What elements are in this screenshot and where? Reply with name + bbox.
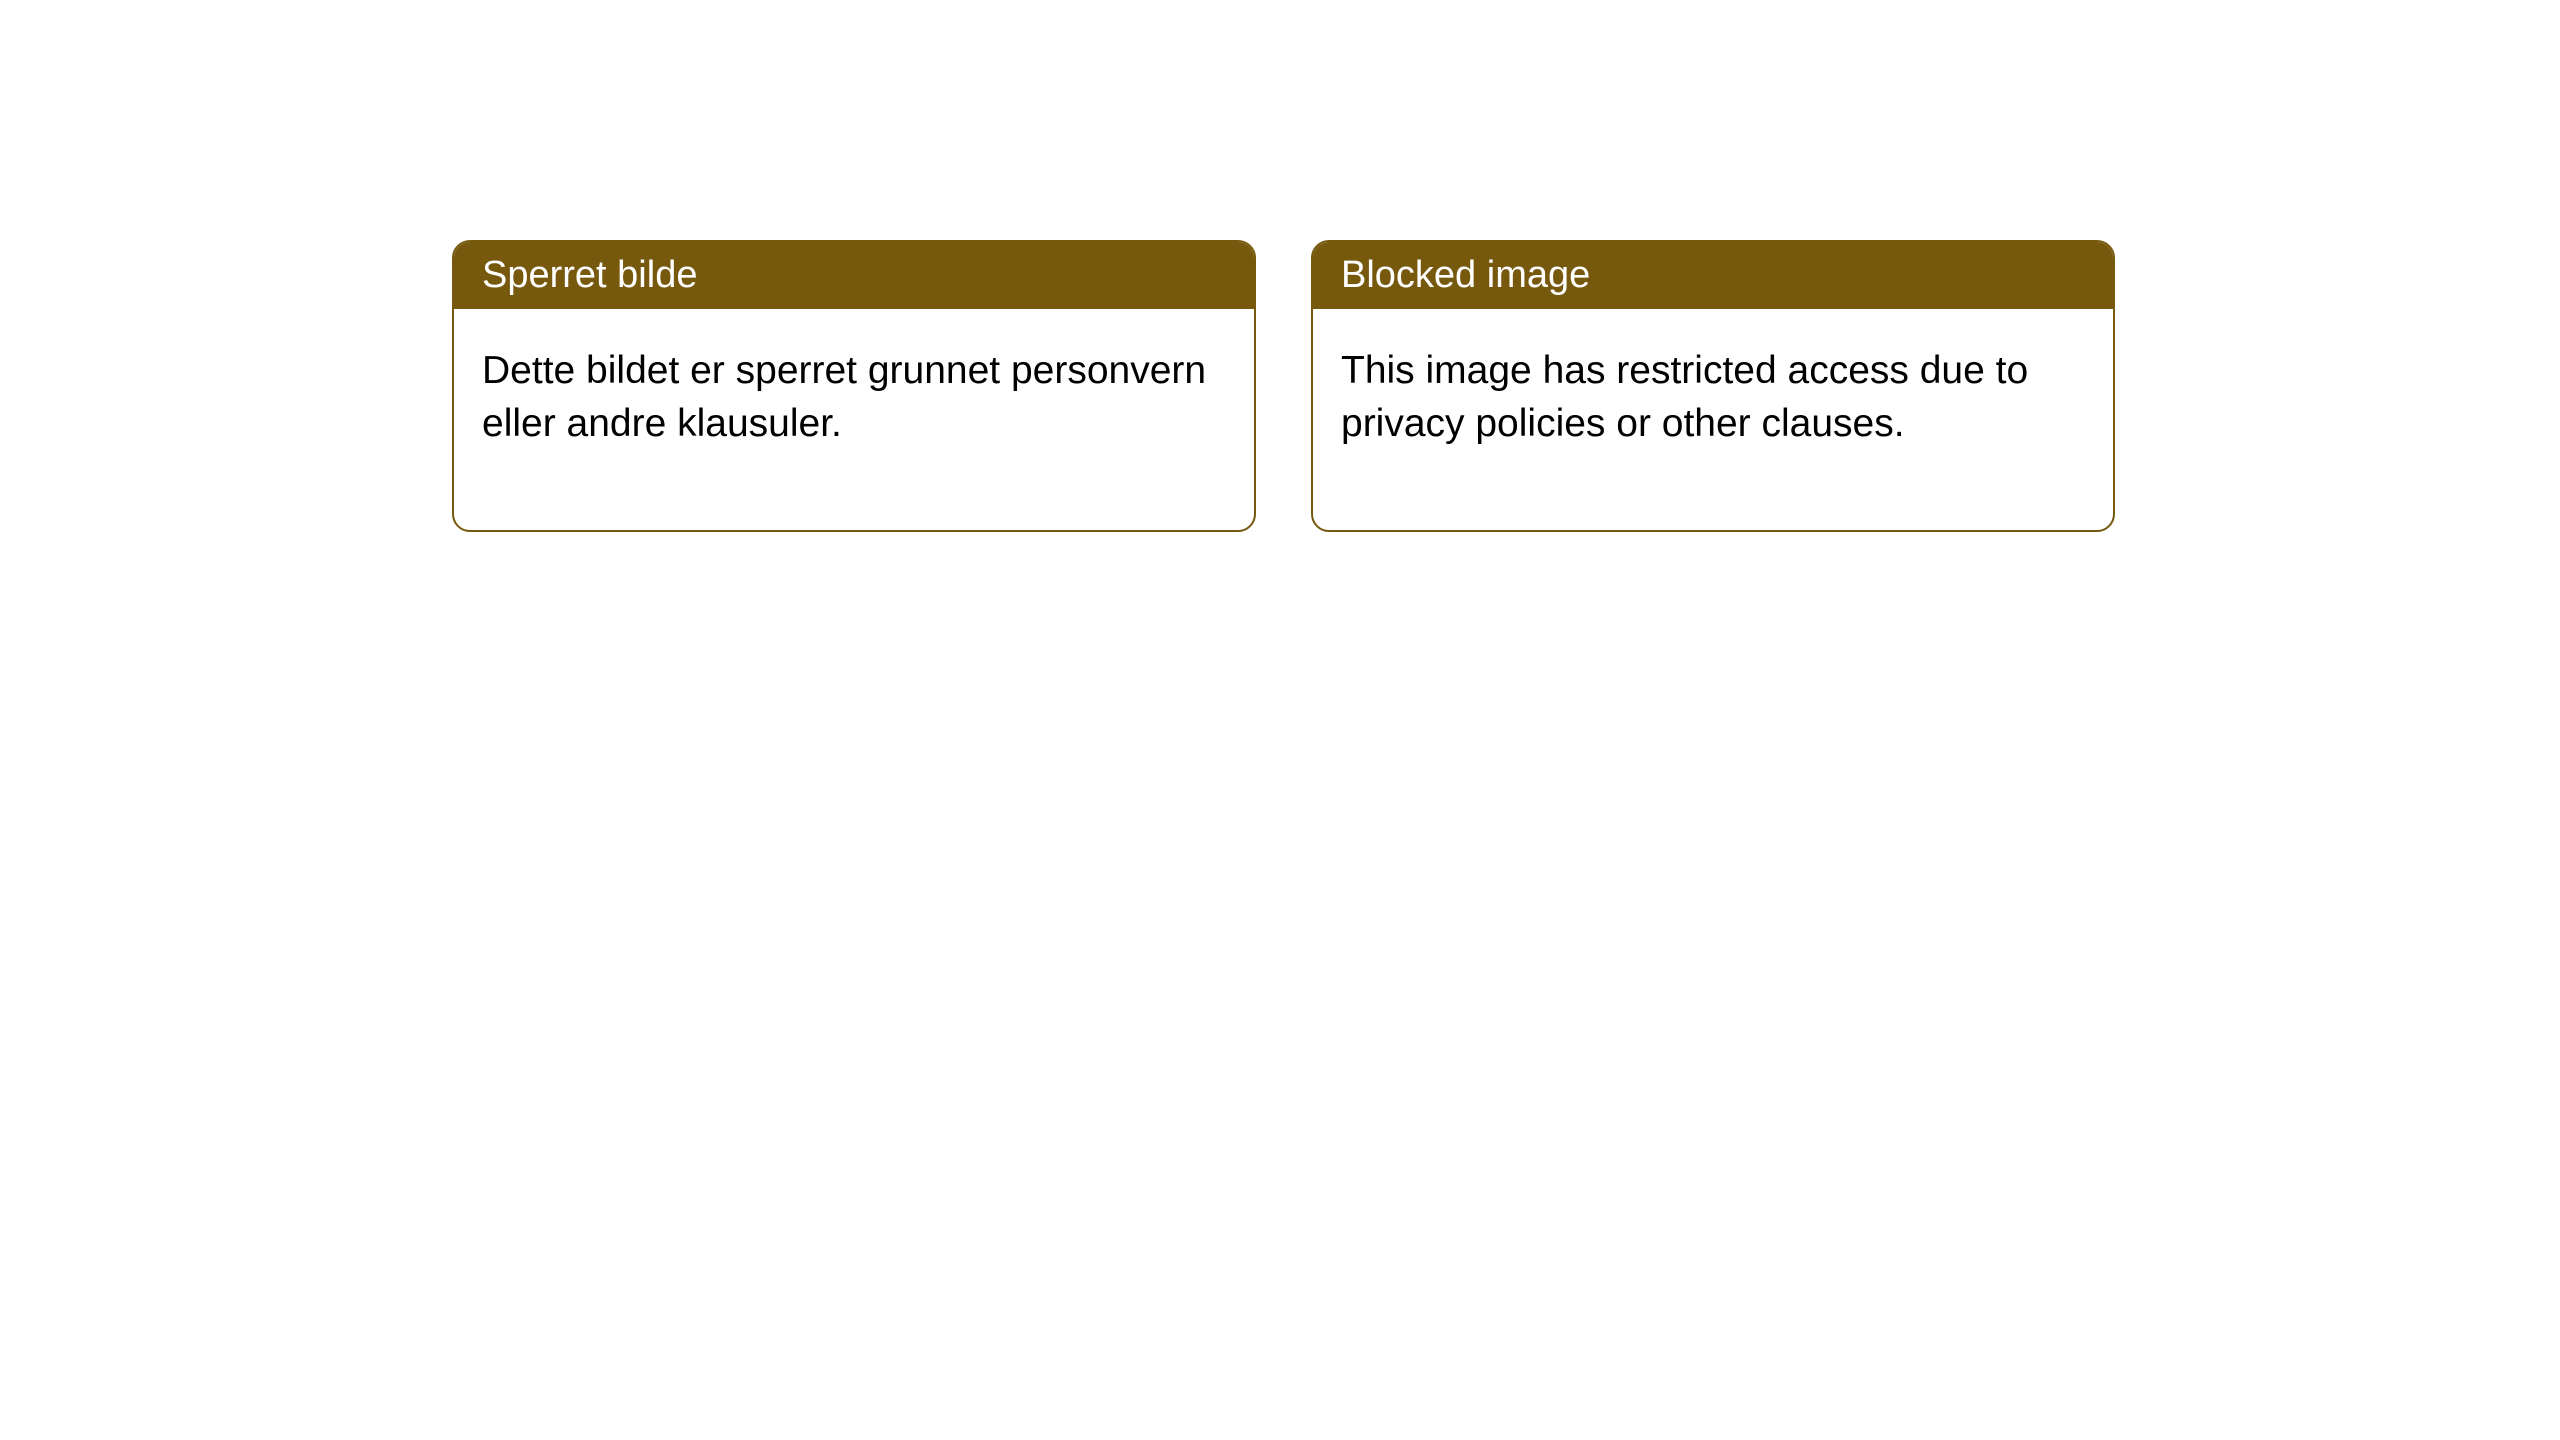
notice-card-body: This image has restricted access due to … [1313, 309, 2113, 530]
notice-cards-container: Sperret bilde Dette bildet er sperret gr… [0, 0, 2560, 532]
notice-card-body: Dette bildet er sperret grunnet personve… [454, 309, 1254, 530]
notice-card-english: Blocked image This image has restricted … [1311, 240, 2115, 532]
notice-card-header: Blocked image [1313, 242, 2113, 309]
notice-card-norwegian: Sperret bilde Dette bildet er sperret gr… [452, 240, 1256, 532]
notice-card-header: Sperret bilde [454, 242, 1254, 309]
